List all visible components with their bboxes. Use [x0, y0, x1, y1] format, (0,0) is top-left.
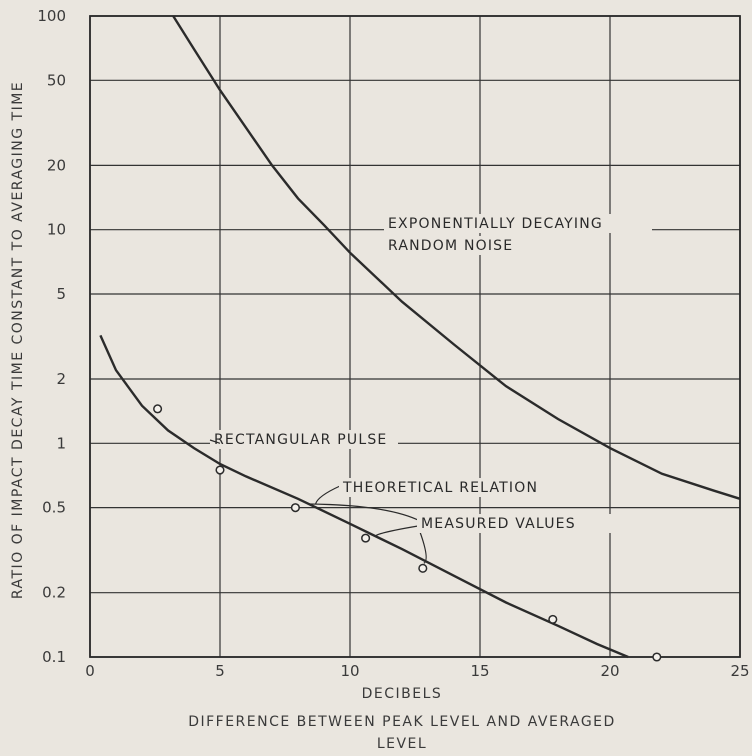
y-tick-label: 5	[56, 285, 66, 303]
x-axis-title: DECIBELS	[362, 686, 443, 702]
y-axis-title: RATIO OF IMPACT DECAY TIME CONSTANT TO A…	[10, 81, 26, 599]
x-tick-label: 15	[470, 662, 489, 680]
x-tick-label: 20	[600, 662, 619, 680]
theory-leader	[315, 485, 341, 505]
x-tick-label: 10	[340, 662, 359, 680]
theory-label-bg	[339, 478, 585, 497]
rect-pulse-leader	[209, 439, 221, 444]
measured-leader-3	[419, 531, 427, 564]
x-tick-label: 5	[215, 662, 225, 680]
measured-values-label-bg	[417, 514, 629, 533]
noise-label-line2: RANDOM NOISE	[388, 238, 513, 254]
measured-point	[548, 614, 558, 624]
measured-point	[418, 563, 428, 573]
measured-values-label: MEASURED VALUES	[421, 516, 576, 532]
grid	[89, 15, 741, 658]
measured-point	[652, 652, 662, 662]
plot-frame	[89, 15, 741, 658]
rect-pulse-label: RECTANGULAR PULSE	[214, 432, 387, 448]
curves	[99, 15, 741, 659]
x-tick-label: 0	[85, 662, 95, 680]
x-axis-subtitle-line2: LEVEL	[377, 736, 427, 752]
theory-label: THEORETICAL RELATION	[342, 480, 538, 496]
y-tick-label: 0.5	[42, 499, 66, 517]
measured-points	[153, 404, 662, 662]
measured-leader-1	[309, 503, 421, 522]
x-tick-label: 25	[730, 662, 749, 680]
measured-point	[290, 503, 300, 513]
measured-point	[153, 404, 163, 414]
y-tick-label: 50	[47, 71, 66, 89]
y-tick-label: 2	[56, 370, 66, 388]
noise-label-line1: EXPONENTIALLY DECAYING	[388, 216, 603, 232]
y-tick-label: 20	[47, 156, 66, 174]
measured-point	[361, 533, 371, 543]
measured-leader-2	[375, 525, 419, 537]
noise-curve	[172, 15, 741, 500]
y-tick-label: 0.1	[42, 648, 66, 666]
rect-pulse-label-bg	[210, 430, 398, 449]
y-tick-label: 10	[47, 221, 66, 239]
y-tick-label: 100	[37, 7, 66, 25]
y-tick-label: 0.2	[42, 584, 66, 602]
annotations: EXPONENTIALLY DECAYING RANDOM NOISE RECTAN…	[209, 214, 652, 564]
y-tick-label: 1	[56, 434, 66, 452]
x-axis-subtitle-line1: DIFFERENCE BETWEEN PEAK LEVEL AND AVERAG…	[188, 714, 616, 730]
noise-label-line2-bg	[384, 236, 514, 255]
measured-point	[215, 465, 225, 475]
noise-label-line1-bg	[384, 214, 652, 233]
rectangular-pulse-curve	[99, 334, 629, 659]
